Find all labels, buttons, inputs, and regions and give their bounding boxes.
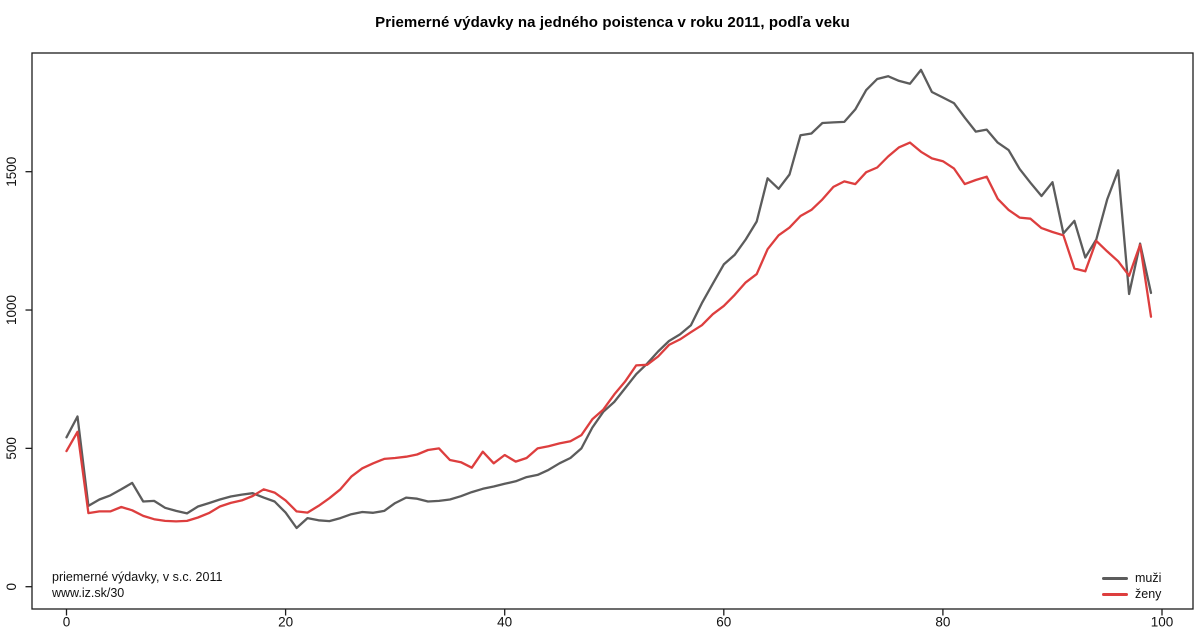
legend: muži ženy — [1102, 570, 1161, 602]
plot-border — [31, 52, 1194, 610]
chart-title: Priemerné výdavky na jedného poistenca v… — [375, 14, 850, 31]
x-tick-label: 0 — [63, 615, 71, 630]
footnote-line1: priemerné výdavky, v s.c. 2011 — [52, 570, 223, 584]
legend-label-muzi: muži — [1135, 571, 1162, 585]
legend-line-zeny-icon — [1102, 592, 1128, 596]
x-tick-label: 80 — [935, 615, 950, 630]
series-line-0 — [65, 68, 1153, 530]
footnote-line2: www.iz.sk/30 — [52, 586, 125, 600]
x-tick-label: 100 — [1151, 615, 1174, 630]
x-tick-label: 20 — [278, 615, 293, 630]
legend-line-muzi-icon — [1102, 576, 1128, 580]
y-tick-label: 1000 — [4, 295, 19, 325]
x-tick-label: 60 — [716, 615, 731, 630]
footnote: priemerné výdavky, v s.c. 2011 www.iz.sk… — [52, 569, 222, 601]
y-tick-label: 0 — [4, 583, 19, 591]
legend-item-muzi: muži — [1102, 570, 1161, 586]
legend-label-zeny: ženy — [1135, 587, 1162, 601]
x-tick-label: 40 — [497, 615, 512, 630]
series-line-1 — [65, 141, 1153, 523]
legend-item-zeny: ženy — [1102, 586, 1161, 602]
data-series — [65, 68, 1153, 530]
y-axis: 0 500 1000 1500 — [4, 157, 32, 591]
y-tick-label: 500 — [4, 437, 19, 460]
x-axis: 0 20 40 60 80 100 — [63, 609, 1174, 630]
y-tick-label: 1500 — [4, 157, 19, 187]
